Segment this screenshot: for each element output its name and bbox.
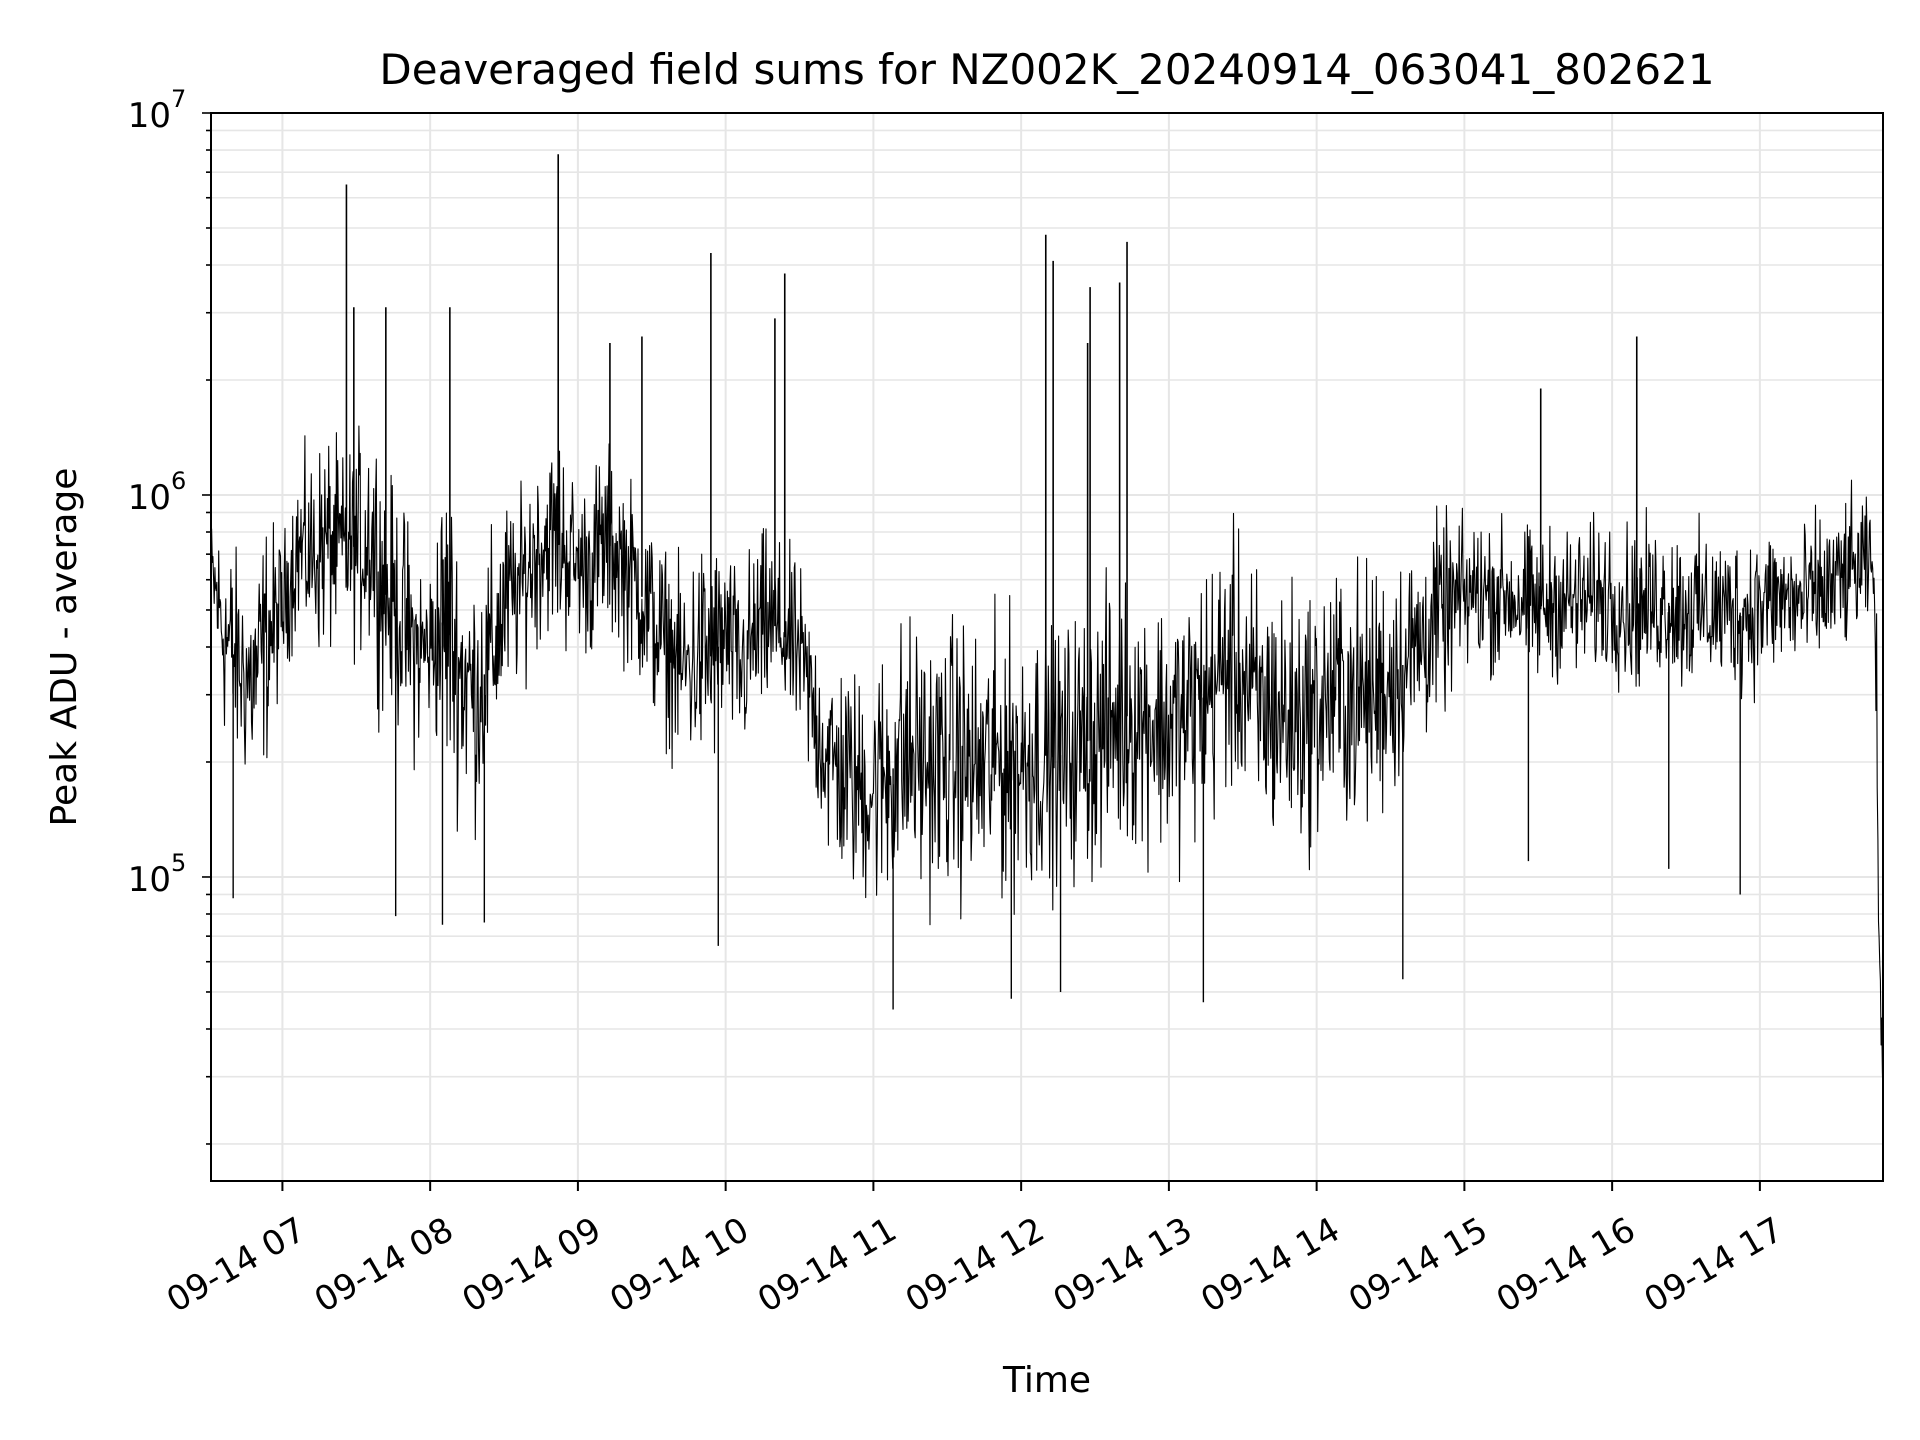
x-tick-label: 09-14 10 <box>603 1210 755 1321</box>
x-tick-label: 09-14 13 <box>1047 1210 1199 1321</box>
x-tick-label: 09-14 14 <box>1194 1210 1346 1321</box>
series-line <box>210 425 1884 1097</box>
y-tick-label: 10 <box>128 96 171 136</box>
x-tick-label: 09-14 08 <box>308 1210 460 1321</box>
x-tick-label: 09-14 07 <box>160 1210 312 1321</box>
x-tick-label: 09-14 09 <box>456 1210 608 1321</box>
y-tick-label: 10 <box>128 478 171 518</box>
x-tick-label: 09-14 17 <box>1638 1210 1790 1321</box>
x-tick-label: 09-14 16 <box>1490 1210 1642 1321</box>
plot-area <box>210 154 1884 1097</box>
y-tick-exponent: 5 <box>171 849 186 877</box>
y-tick-exponent: 7 <box>171 85 186 113</box>
x-tick-label: 09-14 12 <box>899 1210 1051 1321</box>
x-tick-label: 09-14 11 <box>751 1210 903 1321</box>
x-axis-label: Time <box>1002 1360 1091 1401</box>
y-tick-exponent: 6 <box>171 467 186 495</box>
y-tick-label: 10 <box>128 860 171 900</box>
y-axis-label: Peak ADU - average <box>44 468 85 827</box>
x-tick-label: 09-14 15 <box>1342 1210 1494 1321</box>
chart-title: Deaveraged field sums for NZ002K_2024091… <box>379 45 1714 94</box>
